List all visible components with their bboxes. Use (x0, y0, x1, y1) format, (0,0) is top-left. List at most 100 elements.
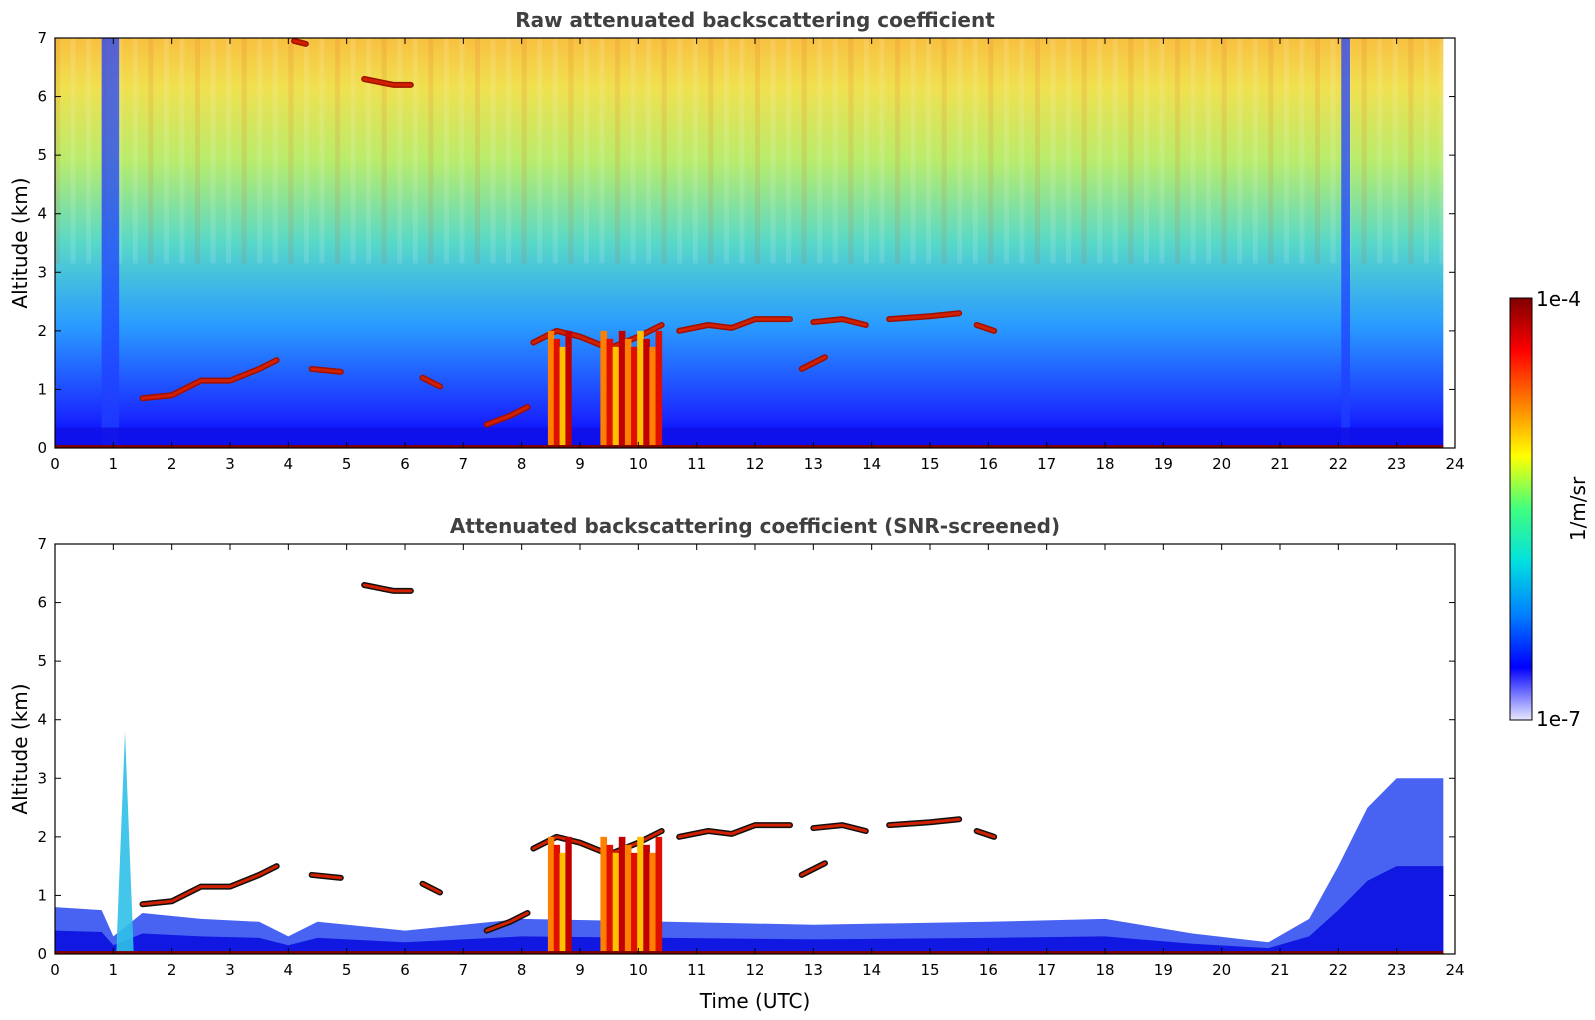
speckle-column (848, 38, 854, 264)
x-tick-label: 17 (1037, 455, 1056, 473)
y-tick-label: 1 (37, 886, 47, 904)
speckle-column (910, 38, 916, 264)
cloud-layer-core (811, 823, 868, 833)
y-tick-label: 0 (37, 945, 47, 963)
speckle-column (1392, 38, 1398, 264)
speckle-column (86, 38, 92, 264)
cloud-layer-core (677, 823, 792, 839)
x-tick-label: 2 (167, 961, 177, 979)
cloud-layer-core (421, 882, 442, 894)
speckle-column (210, 38, 216, 264)
speckle-column (630, 38, 636, 264)
x-tick-label: 15 (920, 455, 939, 473)
x-tick-label: 12 (745, 455, 764, 473)
cloud-layer-core (310, 873, 343, 880)
colorbar-bar (1509, 297, 1533, 721)
convective-stripe (600, 330, 608, 448)
x-tick-label: 3 (225, 961, 235, 979)
speckle-column (335, 38, 340, 264)
x-tick-label: 14 (862, 455, 881, 473)
speckle-column (226, 38, 232, 264)
y-tick-label: 4 (37, 711, 47, 729)
x-tick-label: 0 (50, 961, 60, 979)
x-tick-label: 5 (342, 961, 352, 979)
speckle-column (817, 38, 823, 264)
speckle-column (583, 38, 589, 264)
speckle-column (1377, 38, 1383, 264)
speckle-column (397, 38, 403, 264)
convective-stripe (643, 844, 650, 954)
speckle-column (661, 38, 667, 264)
speckle-column (319, 38, 325, 264)
speckle-column (957, 38, 963, 264)
speckle-column (646, 38, 652, 264)
x-tick-label: 10 (629, 961, 648, 979)
speckle-column (1190, 38, 1196, 264)
speckle-column (1330, 38, 1336, 264)
convective-stripe (631, 852, 638, 954)
x-tick-label: 23 (1387, 455, 1406, 473)
speckle-column (55, 38, 60, 264)
convective-stripe (606, 844, 614, 954)
speckle-column (1128, 38, 1134, 264)
chart-title-raw: Raw attenuated backscattering coefficien… (515, 8, 995, 32)
y-tick-label: 6 (37, 594, 47, 612)
x-tick-label: 22 (1329, 961, 1348, 979)
y-axis-label-screened: Altitude (km) (8, 683, 32, 814)
convective-stripe (547, 836, 555, 954)
y-tick-label: 5 (37, 146, 47, 164)
clear-column (101, 38, 120, 448)
convective-stripe (637, 330, 644, 448)
convective-stripe (655, 836, 663, 954)
cloud-layer-core (485, 911, 529, 933)
speckle-column (599, 38, 605, 264)
heatmap-speckle (55, 38, 1445, 264)
y-tick-label: 2 (37, 828, 47, 846)
convective-stripe (559, 852, 566, 954)
y-tick-label: 5 (37, 652, 47, 670)
cloud-layer-core (800, 355, 827, 371)
y-tick-label: 4 (37, 205, 47, 223)
no-data-strip (1443, 38, 1455, 448)
speckle-column (70, 38, 76, 264)
cloud-layer-core (141, 358, 279, 400)
speckle-column (988, 38, 994, 264)
speckle-column (1112, 38, 1118, 264)
x-tick-label: 2 (167, 455, 177, 473)
y-tick-label: 6 (37, 88, 47, 106)
convective-stripe (612, 346, 620, 448)
speckle-column (117, 38, 123, 264)
cloud-layer-core (485, 405, 529, 427)
y-tick-label: 7 (37, 535, 47, 553)
boundary-layer-core (55, 866, 1444, 954)
speckle-column (490, 38, 496, 264)
x-tick-label: 21 (1270, 455, 1289, 473)
y-tick-label: 3 (37, 263, 47, 281)
convective-stripe (547, 330, 555, 448)
x-tick-label: 10 (629, 455, 648, 473)
x-tick-label: 14 (862, 961, 881, 979)
cloud-layer-core (811, 317, 868, 327)
convective-stripe (565, 836, 572, 954)
x-tick-label: 18 (1095, 961, 1114, 979)
speckle-column (926, 38, 932, 264)
x-tick-label: 18 (1095, 455, 1114, 473)
speckle-column (723, 38, 729, 264)
chart-title-screened: Attenuated backscattering coefficient (S… (450, 514, 1060, 538)
x-tick-label: 1 (109, 455, 119, 473)
x-tick-label: 7 (459, 455, 469, 473)
cloud-layer-core (677, 317, 792, 333)
speckle-column (1252, 38, 1258, 264)
speckle-column (428, 38, 434, 264)
speckle-column (1299, 38, 1305, 264)
speckle-column (506, 38, 512, 264)
speckle-column (972, 38, 978, 264)
speckle-column (739, 38, 745, 264)
cloud-layer-core (292, 39, 308, 46)
convective-stripe (600, 836, 608, 954)
speckle-column (303, 38, 309, 264)
speckle-column (755, 38, 760, 264)
colorbar-unit-label: 1/m/sr (1566, 476, 1590, 541)
speckle-column (537, 38, 543, 264)
